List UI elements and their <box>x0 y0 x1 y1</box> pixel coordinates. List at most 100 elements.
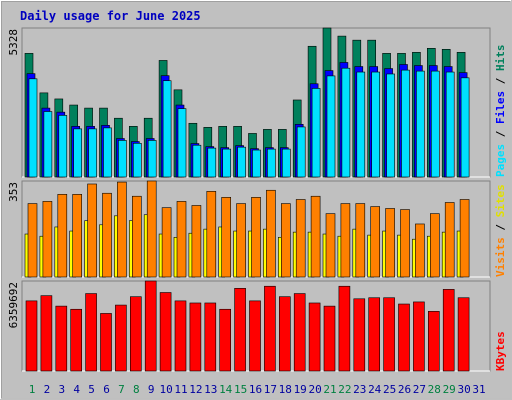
legend-entry: Files <box>494 91 507 124</box>
x-tick-label: 20 <box>308 383 321 396</box>
bar <box>177 108 187 178</box>
x-tick-label: 13 <box>204 383 217 396</box>
bar <box>308 302 321 372</box>
bar <box>356 71 366 178</box>
x-tick-label: 6 <box>103 383 110 396</box>
bar <box>264 285 276 372</box>
bar <box>237 146 246 178</box>
bar <box>413 301 425 372</box>
bar <box>353 298 366 372</box>
x-tick-label: 24 <box>368 383 382 396</box>
bar <box>192 144 202 178</box>
bar <box>249 300 261 372</box>
bar <box>70 308 82 372</box>
x-tick-label: 18 <box>279 383 292 396</box>
bar <box>311 88 321 178</box>
bar <box>85 293 97 372</box>
bar <box>371 71 381 178</box>
bar <box>28 78 38 178</box>
bar <box>206 191 217 278</box>
bar <box>117 181 127 278</box>
bar <box>162 80 172 178</box>
bar <box>338 285 351 372</box>
bar <box>236 203 246 278</box>
bar <box>72 194 82 278</box>
x-tick-label: 29 <box>443 383 456 396</box>
bar <box>416 70 425 178</box>
x-tick-label: 1 <box>29 383 36 396</box>
bar <box>266 189 276 278</box>
bar <box>325 213 336 278</box>
x-tick-label: 11 <box>174 383 187 396</box>
bar <box>118 140 127 178</box>
bar <box>204 302 217 372</box>
bar <box>340 203 351 278</box>
bar <box>355 203 366 278</box>
bar <box>102 192 112 278</box>
legend[interactable]: Pages / Files / Hits <box>494 45 507 178</box>
bar <box>130 296 142 372</box>
bar <box>430 70 440 178</box>
bar <box>310 195 321 278</box>
bar <box>147 140 157 178</box>
bar <box>457 297 470 372</box>
x-tick-label: 10 <box>159 383 172 396</box>
bar <box>100 313 112 372</box>
bar <box>251 197 261 278</box>
bar <box>25 300 38 372</box>
bar <box>58 115 68 178</box>
bar <box>326 75 336 178</box>
bar <box>174 300 187 372</box>
bar <box>295 199 306 278</box>
bar <box>460 77 470 178</box>
legend[interactable]: Visits / Sites <box>494 184 507 277</box>
bar <box>189 302 202 372</box>
legend-separator: / <box>494 71 507 91</box>
legend-entry: Visits <box>494 237 507 277</box>
bar <box>252 149 261 178</box>
bar <box>40 295 53 372</box>
x-tick-label: 2 <box>44 383 51 396</box>
bar <box>222 148 231 178</box>
x-tick-label: 7 <box>118 383 125 396</box>
bar <box>293 293 306 372</box>
x-tick-label: 9 <box>148 383 155 396</box>
x-tick-label: 22 <box>338 383 351 396</box>
bar <box>27 203 38 278</box>
bar <box>57 194 68 278</box>
bar <box>427 311 440 372</box>
x-tick-label: 25 <box>383 383 396 396</box>
bar <box>55 305 68 372</box>
bar <box>42 201 53 278</box>
x-tick-label: 5 <box>88 383 95 396</box>
x-tick-label: 17 <box>264 383 277 396</box>
bar <box>115 304 127 372</box>
bar <box>87 183 97 278</box>
bar <box>296 126 306 178</box>
bar <box>280 203 291 278</box>
bar <box>73 128 82 178</box>
bar <box>219 308 231 372</box>
bar <box>133 143 142 178</box>
bar <box>146 180 157 278</box>
bar <box>88 128 97 178</box>
bar <box>400 209 410 278</box>
bar <box>401 69 410 178</box>
bar <box>429 213 440 278</box>
x-tick-label: 30 <box>457 383 470 396</box>
bar <box>207 147 217 178</box>
legend-entry: Sites <box>494 184 507 217</box>
legend[interactable]: KBytes <box>494 331 507 371</box>
bar <box>103 127 112 178</box>
x-tick-label: 27 <box>413 383 426 396</box>
bar <box>234 288 246 372</box>
y-tick-label: 5328 <box>7 29 20 56</box>
bar <box>386 73 395 178</box>
bar <box>445 71 455 178</box>
bar <box>221 197 231 278</box>
bar <box>176 201 187 278</box>
legend-separator: / <box>494 217 507 237</box>
x-tick-label: 23 <box>353 383 366 396</box>
bar <box>415 223 425 278</box>
